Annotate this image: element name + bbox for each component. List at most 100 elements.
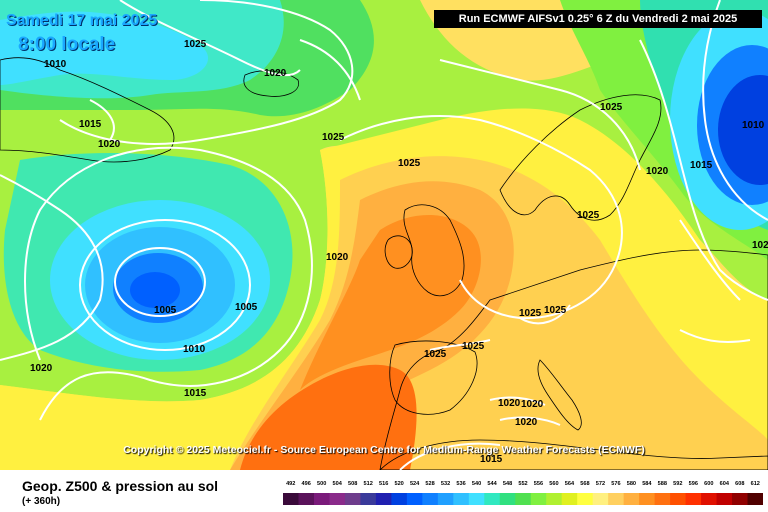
isobar-label: 1020 — [515, 417, 538, 428]
isobars — [0, 0, 768, 470]
isobar-label: 1020 — [326, 252, 349, 263]
scale-label: 568 — [580, 481, 590, 487]
scale-label: 492 — [286, 481, 296, 487]
field-atl-deep — [130, 272, 180, 308]
field-cyan-north — [0, 11, 209, 85]
land-greenland — [0, 57, 175, 163]
isobar-label: 1020 — [30, 363, 53, 374]
isobar-label: 1020 — [98, 139, 121, 150]
scale-label: 548 — [502, 481, 513, 487]
isobar-label: 1005 — [154, 305, 177, 316]
isobar-label: 1025 — [322, 132, 345, 143]
run-info: Run ECMWF AIFSv1 0.25° 6 Z du Vendredi 2… — [434, 10, 762, 28]
isobar-label: 1010 — [183, 344, 206, 355]
scale-swatch — [577, 493, 594, 505]
scale-swatch — [515, 493, 532, 505]
scale-swatch — [360, 493, 377, 505]
scale-swatch — [406, 493, 423, 505]
isobar-label: 1005 — [235, 302, 258, 313]
field-red-sw — [240, 364, 417, 470]
scale-swatch — [592, 493, 609, 505]
scale-label: 520 — [394, 481, 404, 487]
forecast-time: 8:00 locale — [18, 34, 116, 55]
forecast-range: (+ 360h) — [22, 496, 61, 507]
scale-swatch — [484, 493, 501, 505]
isobar-label: 1020 — [646, 166, 669, 177]
isobar-labels: 1025 1020 1010 1015 1020 1025 1020 1005 … — [30, 39, 768, 465]
scale-swatch — [608, 493, 625, 505]
land-italy — [537, 359, 582, 431]
scale-label: 564 — [564, 481, 575, 487]
scale-swatch — [561, 493, 578, 505]
scale-swatch — [344, 493, 361, 505]
scale-swatch — [391, 493, 408, 505]
isobar-label: 1025 — [424, 349, 447, 360]
isobar-label: 1025 — [519, 308, 542, 319]
isobar-label: 1015 — [184, 388, 207, 399]
isobar-label: 1025 — [577, 210, 600, 221]
scale-swatch — [283, 493, 299, 505]
scale-swatch — [685, 493, 702, 505]
scale-swatch — [375, 493, 392, 505]
land-iberia — [389, 340, 478, 415]
forecast-date: Samedi 17 mai 2025 — [6, 12, 158, 29]
scale-swatch — [437, 493, 454, 505]
scale-swatch — [422, 493, 439, 505]
scale-label: 532 — [440, 481, 451, 487]
scale-label: 612 — [750, 481, 760, 487]
copyright: Copyright © 2025 Meteociel.fr - Source E… — [123, 444, 645, 456]
scale-swatch — [546, 493, 563, 505]
scale-swatch — [530, 493, 547, 505]
scale-label: 508 — [348, 481, 358, 487]
footer — [0, 470, 768, 512]
scale-swatch — [329, 493, 346, 505]
isobar-label: 1010 — [742, 120, 765, 131]
color-scale — [283, 493, 763, 505]
scale-label: 592 — [673, 481, 683, 487]
forecast-map: 1025 1020 1010 1015 1020 1025 1020 1005 … — [0, 0, 768, 470]
color-scale-labels: 492 496 500 504 508 512 516 520 524 528 532 536 540 5… — [283, 481, 763, 491]
scale-label: 588 — [657, 481, 668, 487]
isobar-label: 1025 — [600, 102, 623, 113]
scale-label: 596 — [688, 481, 698, 487]
scale-swatch — [670, 493, 687, 505]
isobar-label: 1010 — [44, 59, 67, 70]
scale-label: 580 — [626, 481, 637, 487]
land-ireland — [384, 235, 413, 269]
scale-swatch — [716, 493, 733, 505]
field-ne-deep — [718, 75, 768, 185]
map-title: Geop. Z500 & pression au sol — [22, 478, 219, 494]
scale-label: 556 — [533, 481, 544, 487]
scale-swatch — [623, 493, 640, 505]
scale-label: 608 — [735, 481, 745, 487]
scale-label: 516 — [378, 481, 389, 487]
scale-swatch — [747, 493, 763, 505]
scale-label: 524 — [409, 481, 420, 487]
field-deeporange — [300, 215, 481, 390]
scale-label: 604 — [719, 481, 729, 487]
land-iceland — [243, 70, 299, 97]
scale-swatch — [499, 493, 516, 505]
scale-swatch — [732, 493, 749, 505]
scale-swatch — [701, 493, 718, 505]
isobar-label: 1025 — [462, 341, 485, 352]
scale-label: 536 — [456, 481, 466, 487]
land-scandinavia — [499, 94, 662, 221]
scale-label: 504 — [332, 481, 342, 487]
scale-label: 584 — [642, 481, 652, 487]
land-africa — [379, 439, 768, 470]
isobar-label: 1020 — [521, 399, 544, 410]
isobar-label: 1015 — [79, 119, 102, 130]
scale-swatch — [453, 493, 470, 505]
isobar-label: 1020 — [264, 68, 287, 79]
scale-label: 572 — [595, 481, 606, 487]
scale-label: 552 — [518, 481, 528, 487]
isobar-label: 1025 — [184, 39, 207, 50]
scale-label: 528 — [425, 481, 435, 487]
scale-label: 576 — [611, 481, 621, 487]
scale-swatch — [654, 493, 671, 505]
scale-label: 496 — [301, 481, 311, 487]
isobar-label: 1020 — [498, 398, 521, 409]
scale-swatch — [639, 493, 656, 505]
scale-swatch — [313, 493, 330, 505]
